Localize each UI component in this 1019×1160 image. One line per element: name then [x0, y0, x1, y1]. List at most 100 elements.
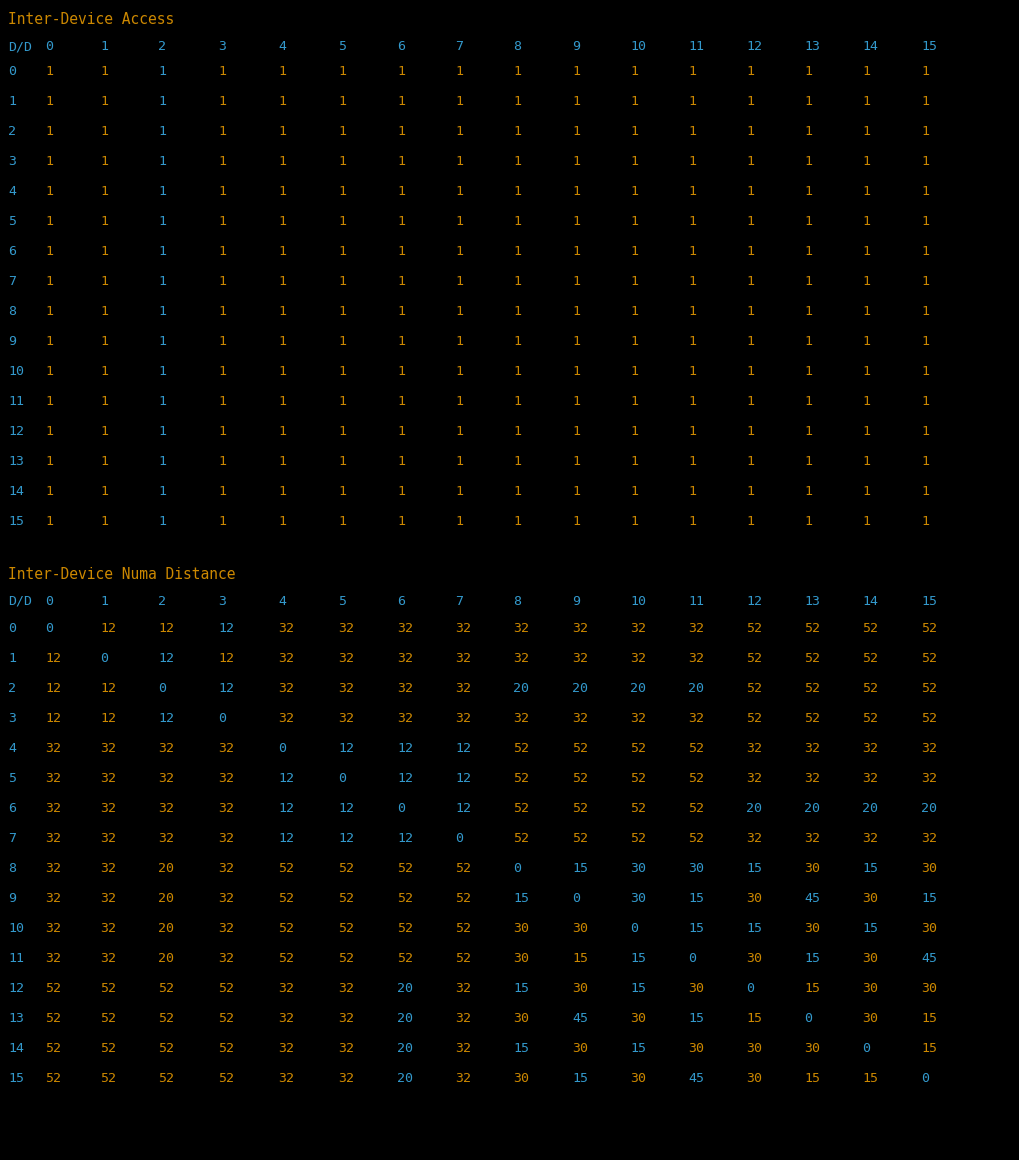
- Text: 1: 1: [746, 95, 754, 108]
- Text: 1: 1: [804, 305, 812, 318]
- Text: 52: 52: [630, 802, 646, 815]
- Text: 32: 32: [158, 773, 174, 785]
- Text: 1: 1: [688, 184, 696, 198]
- Text: 1: 1: [218, 275, 226, 288]
- Text: 1: 1: [862, 95, 870, 108]
- Text: 1: 1: [218, 155, 226, 168]
- Text: 1: 1: [338, 184, 346, 198]
- Text: 1: 1: [513, 184, 521, 198]
- Text: 1: 1: [455, 515, 463, 528]
- Text: 1: 1: [688, 365, 696, 378]
- Text: 52: 52: [921, 712, 937, 725]
- Text: 52: 52: [513, 832, 529, 844]
- Text: 1: 1: [921, 305, 929, 318]
- Text: 32: 32: [746, 742, 762, 755]
- Text: 52: 52: [158, 1072, 174, 1085]
- Text: 32: 32: [630, 712, 646, 725]
- Text: 1: 1: [630, 184, 638, 198]
- Text: 32: 32: [397, 712, 413, 725]
- Text: 32: 32: [338, 652, 354, 665]
- Text: 1: 1: [455, 245, 463, 258]
- Text: 0: 0: [45, 622, 53, 635]
- Text: 52: 52: [513, 802, 529, 815]
- Text: 1: 1: [100, 485, 108, 498]
- Text: 30: 30: [746, 1042, 762, 1054]
- Text: 32: 32: [338, 1072, 354, 1085]
- Text: 10: 10: [8, 922, 24, 935]
- Text: 52: 52: [455, 952, 471, 965]
- Text: 5: 5: [338, 595, 346, 608]
- Text: 1: 1: [513, 215, 521, 229]
- Text: 1: 1: [278, 65, 286, 78]
- Text: 12: 12: [397, 742, 413, 755]
- Text: 14: 14: [862, 595, 878, 608]
- Text: 52: 52: [804, 652, 820, 665]
- Text: 32: 32: [688, 712, 704, 725]
- Text: 1: 1: [630, 155, 638, 168]
- Text: 1: 1: [338, 215, 346, 229]
- Text: 32: 32: [862, 773, 878, 785]
- Text: 1: 1: [804, 215, 812, 229]
- Text: 15: 15: [921, 1042, 937, 1054]
- Text: 1: 1: [862, 515, 870, 528]
- Text: 1: 1: [45, 125, 53, 138]
- Text: 10: 10: [630, 39, 646, 53]
- Text: 1: 1: [158, 184, 166, 198]
- Text: 32: 32: [338, 712, 354, 725]
- Text: 52: 52: [921, 622, 937, 635]
- Text: 20: 20: [397, 1042, 413, 1054]
- Text: 32: 32: [455, 652, 471, 665]
- Text: 1: 1: [746, 184, 754, 198]
- Text: 12: 12: [338, 832, 354, 844]
- Text: 45: 45: [688, 1072, 704, 1085]
- Text: 1: 1: [921, 65, 929, 78]
- Text: 15: 15: [572, 952, 588, 965]
- Text: 1: 1: [158, 65, 166, 78]
- Text: 1: 1: [158, 485, 166, 498]
- Text: 30: 30: [804, 862, 820, 875]
- Text: 1: 1: [218, 215, 226, 229]
- Text: 3: 3: [218, 595, 226, 608]
- Text: 32: 32: [572, 652, 588, 665]
- Text: 1: 1: [278, 335, 286, 348]
- Text: 1: 1: [862, 245, 870, 258]
- Text: 1: 1: [455, 455, 463, 467]
- Text: 1: 1: [804, 515, 812, 528]
- Text: 52: 52: [630, 742, 646, 755]
- Text: 9: 9: [8, 335, 16, 348]
- Text: 1: 1: [921, 125, 929, 138]
- Text: 30: 30: [688, 862, 704, 875]
- Text: 1: 1: [862, 125, 870, 138]
- Text: 32: 32: [158, 832, 174, 844]
- Text: 12: 12: [338, 742, 354, 755]
- Text: 30: 30: [804, 922, 820, 935]
- Text: 1: 1: [278, 365, 286, 378]
- Text: 1: 1: [455, 396, 463, 408]
- Text: 32: 32: [630, 652, 646, 665]
- Text: 12: 12: [100, 622, 116, 635]
- Text: 1: 1: [804, 455, 812, 467]
- Text: 32: 32: [218, 802, 234, 815]
- Text: 52: 52: [338, 922, 354, 935]
- Text: 1: 1: [100, 65, 108, 78]
- Text: 9: 9: [572, 39, 580, 53]
- Text: 32: 32: [804, 832, 820, 844]
- Text: 1: 1: [804, 125, 812, 138]
- Text: 52: 52: [45, 1072, 61, 1085]
- Text: 1: 1: [338, 485, 346, 498]
- Text: 52: 52: [746, 652, 762, 665]
- Text: 1: 1: [338, 245, 346, 258]
- Text: 32: 32: [278, 1042, 294, 1054]
- Text: 0: 0: [158, 682, 166, 695]
- Text: 1: 1: [455, 305, 463, 318]
- Text: 1: 1: [688, 155, 696, 168]
- Text: 30: 30: [513, 1072, 529, 1085]
- Text: 1: 1: [513, 365, 521, 378]
- Text: 10: 10: [630, 595, 646, 608]
- Text: 32: 32: [100, 892, 116, 905]
- Text: 20: 20: [397, 1012, 413, 1025]
- Text: 1: 1: [862, 425, 870, 438]
- Text: 1: 1: [630, 95, 638, 108]
- Text: 52: 52: [572, 773, 588, 785]
- Text: 30: 30: [746, 892, 762, 905]
